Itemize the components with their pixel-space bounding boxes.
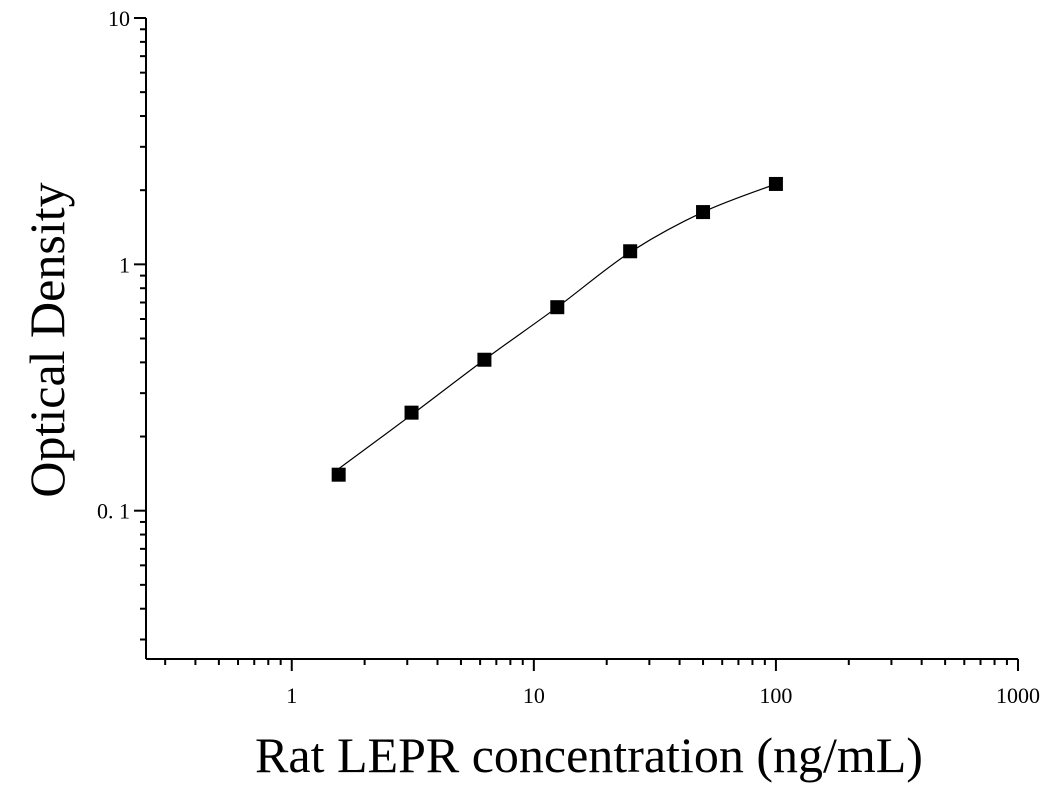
y-axis-title: Optical Density [19, 182, 75, 497]
x-axis-title: Rat LEPR concentration (ng/mL) [255, 727, 923, 783]
data-point [696, 205, 711, 220]
x-tick-label: 1000 [996, 683, 1040, 708]
data-point [477, 352, 492, 367]
data-point [550, 300, 565, 315]
data-point [331, 467, 346, 482]
ticks: 1 10 100 1000 0. 1 1 10 [97, 6, 1040, 708]
fit-curve [338, 183, 777, 470]
data-point [623, 244, 638, 259]
data-points [331, 176, 783, 482]
x-tick-label: 1 [286, 683, 297, 708]
x-tick-label: 100 [759, 683, 792, 708]
fit-curve-layer [338, 183, 777, 470]
y-tick-label: 0. 1 [97, 499, 130, 524]
x-tick-label: 10 [523, 683, 545, 708]
axes [145, 18, 1018, 660]
y-tick-label: 1 [119, 252, 130, 277]
data-point [404, 405, 419, 420]
y-tick-label: 10 [108, 6, 130, 31]
data-point [768, 176, 783, 191]
